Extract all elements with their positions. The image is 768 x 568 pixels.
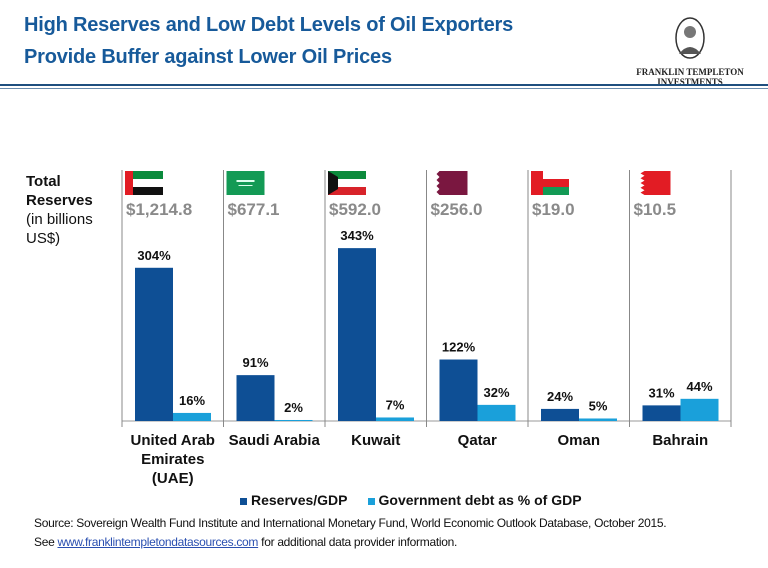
label-line: (in billions xyxy=(26,211,93,228)
bar-reserves xyxy=(541,408,579,421)
data-label: 5% xyxy=(589,398,608,413)
category-label: (UAE) xyxy=(152,470,194,487)
source-line: Source: Sovereign Wealth Fund Institute … xyxy=(34,516,667,530)
flag-part xyxy=(133,179,163,187)
flag-part xyxy=(328,171,366,179)
category-label: United Arab xyxy=(131,432,215,449)
bar-debt xyxy=(173,412,211,421)
flag-part xyxy=(238,185,253,186)
portrait-logo-icon xyxy=(675,17,705,59)
category-label: Oman xyxy=(557,432,600,449)
legend-label: Government debt as % of GDP xyxy=(378,492,582,508)
data-label: 44% xyxy=(686,379,712,394)
source-prefix: See xyxy=(34,535,58,549)
flag-part xyxy=(632,171,645,195)
legend-swatch xyxy=(367,497,375,505)
bar-reserves xyxy=(135,267,173,421)
label-line: US$) xyxy=(26,230,61,247)
label-line: Reserves xyxy=(26,192,93,209)
bar-debt xyxy=(376,417,414,421)
category-label: Qatar xyxy=(458,432,497,449)
legend-item-debt: Government debt as % of GDP xyxy=(367,492,582,508)
data-label: 24% xyxy=(547,389,573,404)
bar-reserves xyxy=(642,405,681,421)
bar-reserves xyxy=(338,248,376,421)
data-label: 91% xyxy=(242,355,268,370)
data-label: 31% xyxy=(648,385,674,400)
source-suffix: for additional data provider information… xyxy=(258,535,457,549)
logo-text-2: INVESTMENTS xyxy=(657,77,723,87)
bar-debt xyxy=(680,398,719,421)
flag-part xyxy=(125,171,133,195)
total-reserves-value: $19.0 xyxy=(532,200,575,219)
legend-item-reserves: Reserves/GDP xyxy=(240,492,348,508)
flag-part xyxy=(429,171,440,195)
title-line-2: Provide Buffer against Lower Oil Prices xyxy=(24,46,392,68)
data-label: 7% xyxy=(386,397,405,412)
flag-part xyxy=(133,187,163,195)
total-reserves-value: $592.0 xyxy=(329,200,381,219)
data-label: 32% xyxy=(483,385,509,400)
bar-debt xyxy=(579,418,617,421)
flag-part xyxy=(328,187,366,195)
total-reserves-value: $10.5 xyxy=(634,200,677,219)
legend: Reserves/GDP Government debt as % of GDP xyxy=(240,492,582,508)
flag-part xyxy=(133,171,163,179)
flag-part xyxy=(328,171,338,195)
franklin-templeton-logo: FRANKLIN TEMPLETON INVESTMENTS xyxy=(628,14,752,87)
legend-swatch xyxy=(240,497,247,505)
flag-part xyxy=(226,171,265,195)
flag-part xyxy=(543,187,569,195)
header-rule-thin xyxy=(0,88,768,89)
total-reserves-value: $677.1 xyxy=(228,200,280,219)
data-label: 122% xyxy=(442,340,476,355)
data-label: 304% xyxy=(137,248,171,263)
label-line: Total xyxy=(26,173,61,190)
header-rule xyxy=(0,84,768,86)
bar-reserves xyxy=(236,375,275,421)
bar-debt xyxy=(477,404,516,421)
flag-part xyxy=(236,180,255,182)
category-label: Kuwait xyxy=(351,432,400,449)
flag-part xyxy=(543,171,569,179)
logo-text-1: FRANKLIN TEMPLETON xyxy=(636,67,744,77)
total-reserves-value: $1,214.8 xyxy=(126,200,192,219)
bar-reserves xyxy=(439,359,478,421)
category-label: Emirates xyxy=(141,451,204,468)
title-line-1: High Reserves and Low Debt Levels of Oil… xyxy=(24,14,514,36)
legend-label: Reserves/GDP xyxy=(251,492,348,508)
data-label: 16% xyxy=(179,393,205,408)
source-note: Source: Sovereign Wealth Fund Institute … xyxy=(34,514,667,552)
total-reserves-value: $256.0 xyxy=(431,200,483,219)
flag-part xyxy=(328,179,366,187)
category-label: Bahrain xyxy=(652,432,708,449)
data-label: 343% xyxy=(340,228,374,243)
bar-debt xyxy=(274,419,313,421)
data-label: 2% xyxy=(284,400,303,415)
category-label: Saudi Arabia xyxy=(229,432,321,449)
data-sources-link[interactable]: www.franklintempletondatasources.com xyxy=(57,535,259,549)
total-reserves-label: Total Reserves (in billions US$) xyxy=(26,172,93,248)
